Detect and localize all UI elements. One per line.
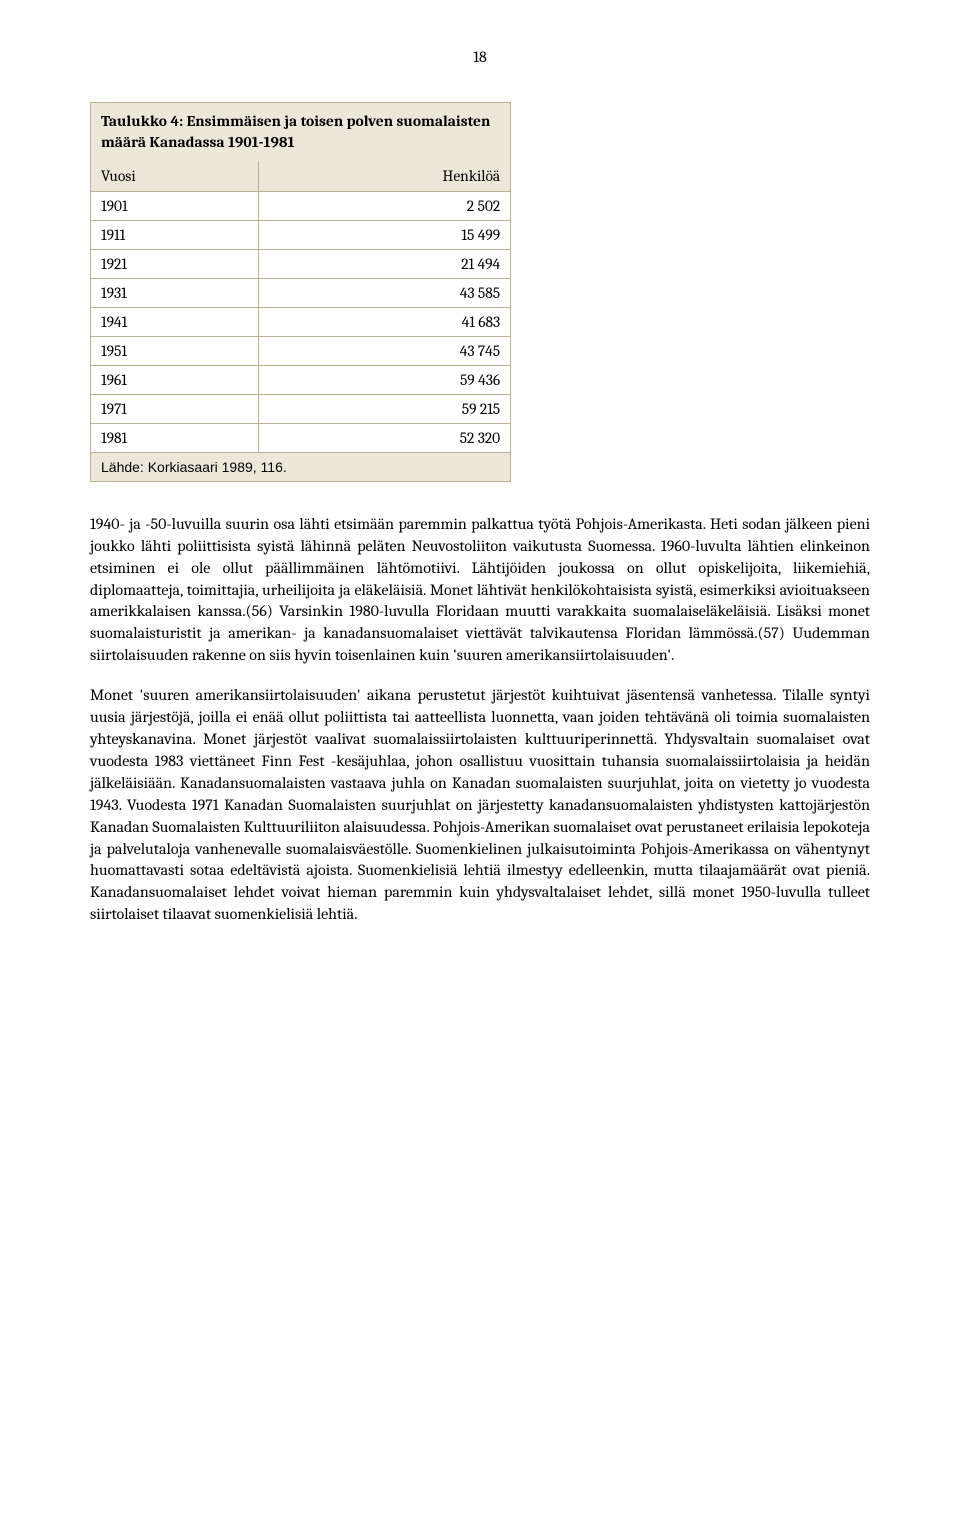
table-col-header-year: Vuosi: [91, 161, 259, 192]
table-cell-count: 59 436: [259, 365, 511, 394]
table-cell-year: 1951: [91, 336, 259, 365]
table-cell-year: 1971: [91, 394, 259, 423]
table-cell-year: 1931: [91, 278, 259, 307]
table-cell-count: 52 320: [259, 423, 511, 452]
table-cell-year: 1981: [91, 423, 259, 452]
table-row: 194141 683: [91, 307, 511, 336]
page-number: 18: [90, 48, 870, 66]
table-cell-year: 1911: [91, 220, 259, 249]
table-cell-year: 1901: [91, 191, 259, 220]
table-col-header-count: Henkilöä: [259, 161, 511, 192]
table-cell-year: 1921: [91, 249, 259, 278]
table-row: 196159 436: [91, 365, 511, 394]
table-row: 191115 499: [91, 220, 511, 249]
table-cell-year: 1941: [91, 307, 259, 336]
table-cell-count: 43 745: [259, 336, 511, 365]
table-row: 19012 502: [91, 191, 511, 220]
table-source: Lähde: Korkiasaari 1989, 116.: [91, 452, 511, 481]
table-cell-count: 43 585: [259, 278, 511, 307]
table-row: 197159 215: [91, 394, 511, 423]
table-header-row: Vuosi Henkilöä: [91, 161, 511, 192]
data-table: Taulukko 4: Ensimmäisen ja toisen polven…: [90, 102, 511, 482]
table-cell-count: 15 499: [259, 220, 511, 249]
table-source-row: Lähde: Korkiasaari 1989, 116.: [91, 452, 511, 481]
table-row: 193143 585: [91, 278, 511, 307]
paragraph-2: Monet 'suuren amerikansiirtolaisuuden' a…: [90, 685, 870, 926]
table-cell-count: 21 494: [259, 249, 511, 278]
table-cell-count: 59 215: [259, 394, 511, 423]
table-cell-count: 2 502: [259, 191, 511, 220]
table-row: 195143 745: [91, 336, 511, 365]
table-cell-year: 1961: [91, 365, 259, 394]
table-row: 198152 320: [91, 423, 511, 452]
table-row: 192121 494: [91, 249, 511, 278]
table-cell-count: 41 683: [259, 307, 511, 336]
table-title: Taulukko 4: Ensimmäisen ja toisen polven…: [91, 103, 511, 161]
paragraph-1: 1940- ja -50-luvuilla suurin osa lähti e…: [90, 514, 870, 667]
table-container: Taulukko 4: Ensimmäisen ja toisen polven…: [90, 102, 511, 482]
body-text: 1940- ja -50-luvuilla suurin osa lähti e…: [90, 514, 870, 926]
